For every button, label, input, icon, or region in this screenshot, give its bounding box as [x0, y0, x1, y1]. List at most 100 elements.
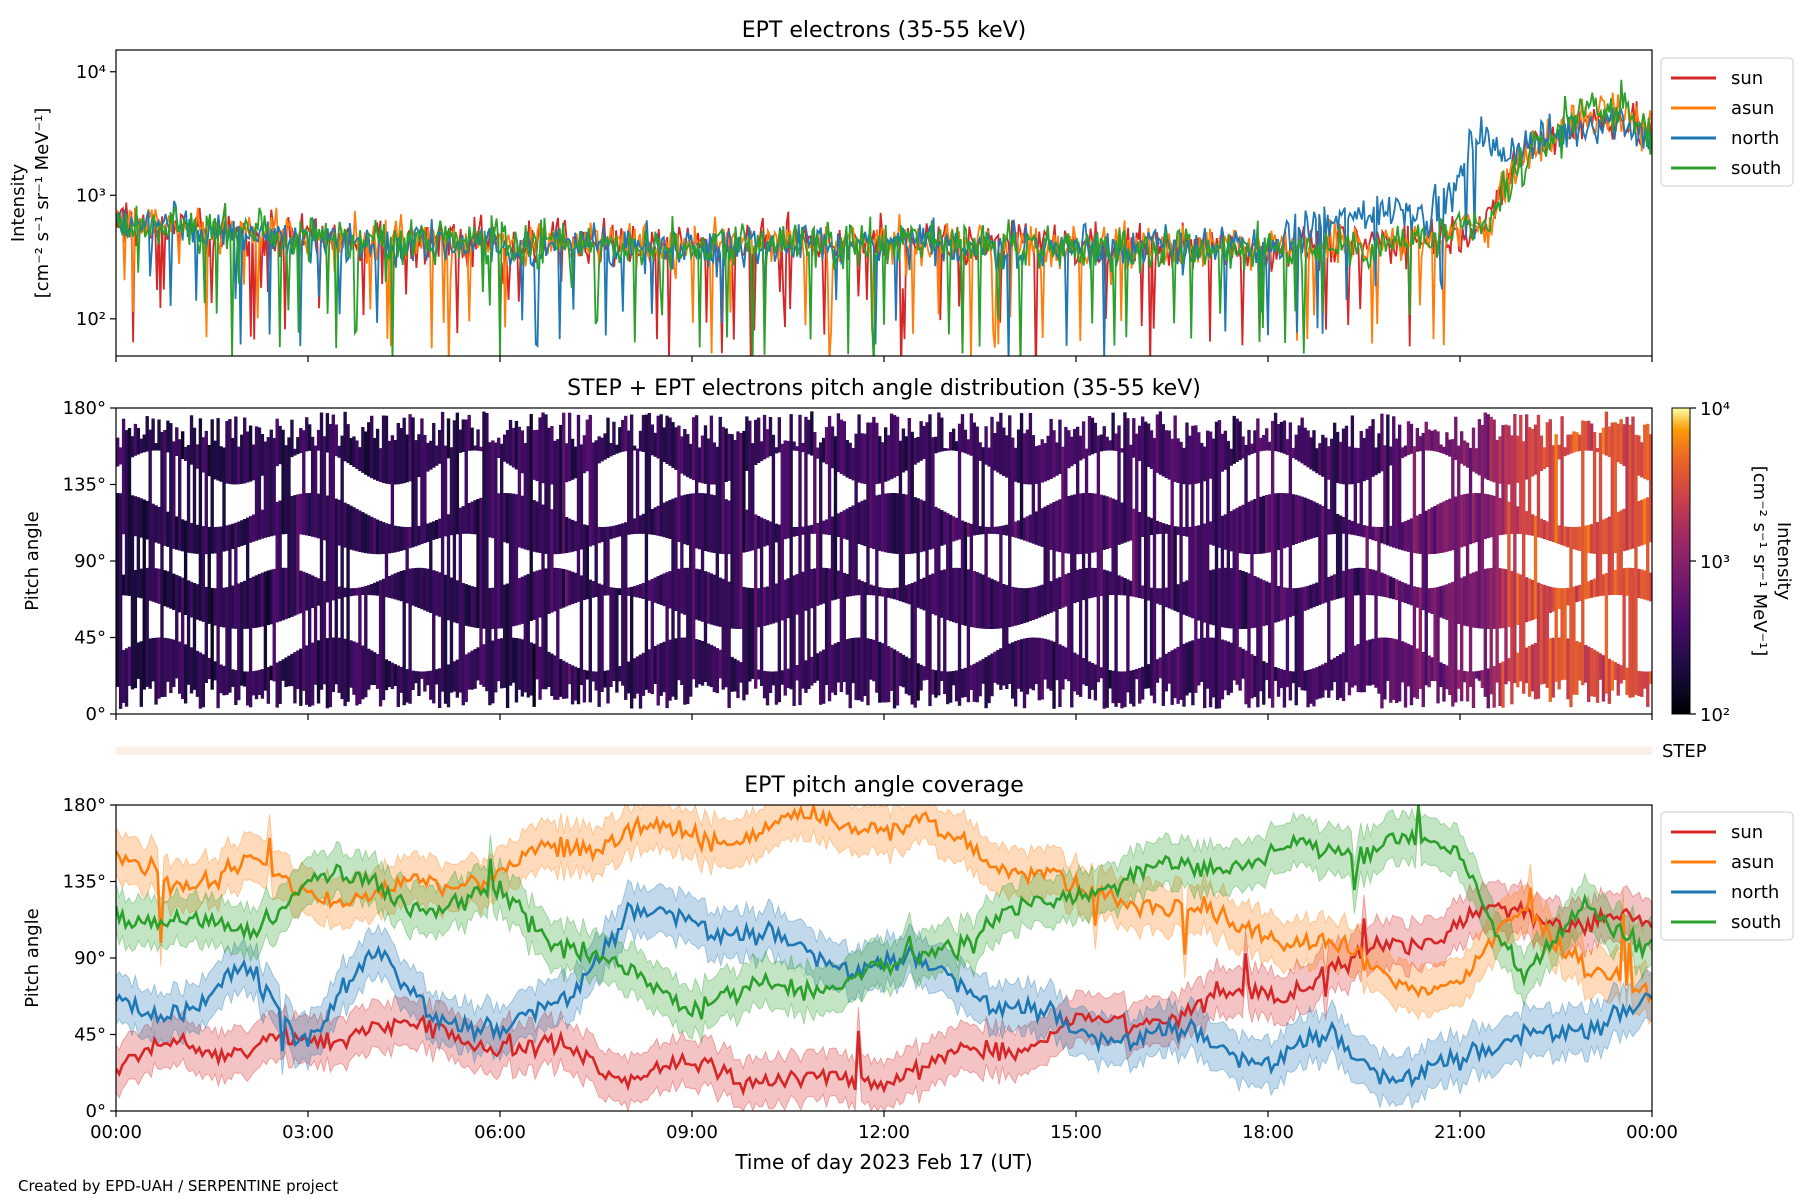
heatmap-cell: [1604, 518, 1609, 555]
heatmap-cell: [180, 577, 185, 700]
heatmap-cell: [1011, 437, 1015, 537]
heatmap-cell: [703, 571, 708, 682]
heatmap-cell: [1522, 441, 1526, 694]
heatmap-cell: [381, 578, 386, 701]
heatmap-cell: [1114, 499, 1118, 707]
heatmap-cell: [1306, 430, 1310, 468]
heatmap-cell: [748, 420, 752, 552]
heatmap-cell: [476, 498, 480, 629]
heatmap-cell: [370, 584, 374, 596]
heatmap-cell: [573, 446, 578, 479]
heatmap-cell: [231, 669, 235, 687]
footer-credit: Created by EPD-UAH / SERPENTINE project: [18, 1177, 338, 1195]
heatmap-cell: [1406, 643, 1411, 687]
heatmap-cell: [417, 525, 421, 546]
heatmap-cell: [641, 652, 646, 696]
heatmap-cell: [429, 522, 433, 613]
heatmap-cell: [437, 430, 442, 464]
heatmap-cell: [1392, 577, 1396, 600]
heatmap-cell: [869, 422, 873, 549]
heatmap-cell: [1649, 434, 1652, 543]
heatmap-cell: [154, 568, 158, 603]
heatmap-cell: [500, 638, 504, 689]
heatmap-cell: [904, 585, 909, 604]
heatmap-cell: [1471, 572, 1476, 628]
heatmap-cell: [1368, 426, 1372, 540]
heatmap-cell: [1253, 430, 1257, 453]
heatmap-cell: [532, 500, 536, 552]
heatmap-cell: [612, 525, 616, 539]
heatmap-cell: [1306, 498, 1310, 540]
heatmap-cell: [1492, 419, 1496, 483]
y-tick-label: 90°: [74, 551, 106, 572]
heatmap-cell: [1244, 444, 1248, 554]
panel3-y-axis: 0°45°90°135°180°: [63, 795, 116, 1122]
heatmap-cell: [116, 437, 120, 467]
heatmap-cell: [1241, 504, 1245, 554]
heatmap-cell: [222, 447, 226, 552]
heatmap-cell: [629, 586, 634, 709]
heatmap-cell: [709, 644, 714, 688]
heatmap-cell: [1002, 584, 1006, 686]
heatmap-cell: [795, 446, 799, 451]
heatmap-cell: [1335, 514, 1340, 599]
heatmap-cell: [405, 669, 409, 703]
heatmap-cell: [615, 588, 619, 693]
heatmap-cell: [396, 526, 400, 552]
heatmap-cell: [541, 504, 545, 690]
heatmap-cell: [656, 576, 660, 604]
heatmap-cell: [1353, 645, 1358, 686]
heatmap-cell: [1554, 587, 1558, 682]
heatmap-cell: [1533, 643, 1538, 700]
heatmap-cell: [372, 652, 377, 685]
heatmap-cell: [1049, 503, 1053, 550]
heatmap-cell: [178, 641, 182, 694]
heatmap-cell: [1477, 419, 1482, 476]
heatmap-cell: [1058, 419, 1062, 474]
heatmap-cell: [1008, 643, 1012, 684]
heatmap-cell: [1262, 495, 1266, 554]
heatmap-cell: [361, 427, 365, 473]
heatmap-cell: [1330, 659, 1334, 691]
heatmap-cell: [943, 569, 947, 695]
heatmap-cell: [638, 584, 643, 599]
heatmap-cell: [609, 443, 613, 457]
heatmap-cell: [1070, 436, 1074, 467]
colorbar: [1671, 407, 1691, 715]
heatmap-cell: [937, 412, 941, 453]
heatmap-cell: [266, 570, 270, 626]
heatmap-cell: [151, 418, 155, 451]
heatmap-cell: [1566, 526, 1570, 548]
heatmap-cell: [1321, 505, 1325, 604]
heatmap-cell: [881, 442, 885, 552]
heatmap-cell: [751, 443, 755, 551]
heatmap-cell: [1247, 429, 1251, 456]
heatmap-cell: [612, 587, 616, 681]
heatmap-cell: [1332, 657, 1337, 683]
heatmap-cell: [1572, 431, 1576, 453]
heatmap-cell: [1040, 508, 1044, 547]
heatmap-cell: [1424, 421, 1428, 451]
heatmap-cell: [449, 577, 454, 693]
heatmap-cell: [1406, 584, 1411, 605]
heatmap-cell: [966, 522, 971, 537]
heatmap-cell: [1380, 637, 1384, 709]
y-tick-label: 10²: [76, 309, 106, 330]
heatmap-cell: [1513, 414, 1517, 683]
heatmap-cell: [163, 637, 167, 697]
heatmap-cell: [364, 513, 368, 554]
heatmap-cell: [872, 639, 876, 682]
heatmap-cell: [502, 584, 507, 688]
heatmap-cell: [520, 495, 525, 549]
heatmap-cell: [121, 418, 126, 535]
heatmap-cell: [892, 415, 897, 478]
heatmap-cell: [157, 568, 161, 604]
heatmap-cell: [1176, 584, 1180, 613]
heatmap-cell: [1211, 637, 1216, 698]
heatmap-cell: [437, 572, 442, 617]
heatmap-cell: [1374, 570, 1378, 688]
heatmap-cell: [352, 588, 356, 596]
heatmap-cell: [172, 573, 176, 610]
panel2-x-axis: [115, 714, 1653, 720]
heatmap-cell: [443, 574, 448, 704]
